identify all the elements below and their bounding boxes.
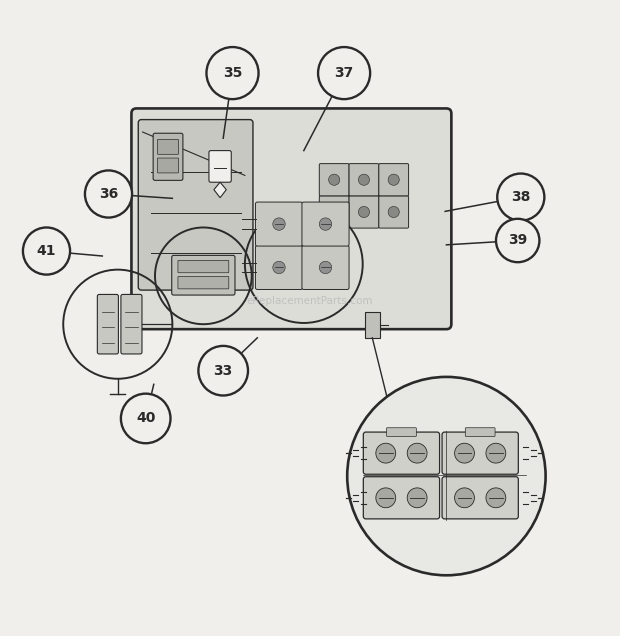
FancyBboxPatch shape (172, 256, 235, 295)
Circle shape (486, 443, 506, 463)
Circle shape (273, 261, 285, 273)
Circle shape (454, 443, 474, 463)
Circle shape (206, 47, 259, 99)
FancyBboxPatch shape (209, 151, 231, 183)
FancyBboxPatch shape (138, 120, 253, 290)
Circle shape (388, 174, 399, 185)
Circle shape (358, 207, 370, 218)
FancyBboxPatch shape (178, 277, 229, 289)
Circle shape (319, 218, 332, 230)
FancyBboxPatch shape (349, 196, 379, 228)
Polygon shape (214, 183, 226, 198)
Circle shape (376, 443, 396, 463)
Circle shape (273, 218, 285, 230)
FancyBboxPatch shape (131, 109, 451, 329)
Circle shape (85, 170, 132, 218)
Circle shape (454, 488, 474, 508)
FancyBboxPatch shape (302, 202, 349, 246)
FancyBboxPatch shape (379, 163, 409, 196)
FancyBboxPatch shape (178, 260, 229, 273)
FancyBboxPatch shape (97, 294, 118, 354)
FancyBboxPatch shape (363, 477, 440, 519)
FancyBboxPatch shape (387, 428, 417, 436)
FancyBboxPatch shape (319, 163, 349, 196)
Circle shape (376, 488, 396, 508)
Circle shape (497, 174, 544, 221)
Circle shape (407, 443, 427, 463)
Text: 37: 37 (334, 66, 354, 80)
FancyBboxPatch shape (442, 477, 518, 519)
FancyBboxPatch shape (255, 202, 303, 246)
Circle shape (23, 228, 70, 275)
Text: 40: 40 (136, 411, 156, 425)
Circle shape (121, 394, 170, 443)
Text: 33: 33 (213, 364, 233, 378)
FancyBboxPatch shape (255, 245, 303, 289)
Text: 36: 36 (99, 187, 118, 201)
Circle shape (319, 261, 332, 273)
Circle shape (329, 207, 340, 218)
Circle shape (358, 174, 370, 185)
Circle shape (486, 488, 506, 508)
Text: 41: 41 (37, 244, 56, 258)
Circle shape (318, 47, 370, 99)
Text: eReplacementParts.com: eReplacementParts.com (247, 296, 373, 306)
FancyBboxPatch shape (153, 133, 183, 181)
Text: 39: 39 (508, 233, 528, 247)
FancyBboxPatch shape (319, 196, 349, 228)
Text: 35: 35 (223, 66, 242, 80)
FancyBboxPatch shape (465, 428, 495, 436)
Circle shape (198, 346, 248, 396)
FancyBboxPatch shape (121, 294, 142, 354)
Bar (365, 312, 380, 338)
FancyBboxPatch shape (349, 163, 379, 196)
FancyBboxPatch shape (302, 245, 349, 289)
FancyBboxPatch shape (157, 158, 179, 173)
Circle shape (329, 174, 340, 185)
Circle shape (388, 207, 399, 218)
Circle shape (496, 219, 539, 262)
Text: 38: 38 (511, 190, 531, 204)
Circle shape (407, 488, 427, 508)
Circle shape (347, 377, 546, 576)
FancyBboxPatch shape (379, 196, 409, 228)
FancyBboxPatch shape (157, 139, 179, 155)
FancyBboxPatch shape (442, 432, 518, 474)
FancyBboxPatch shape (363, 432, 440, 474)
